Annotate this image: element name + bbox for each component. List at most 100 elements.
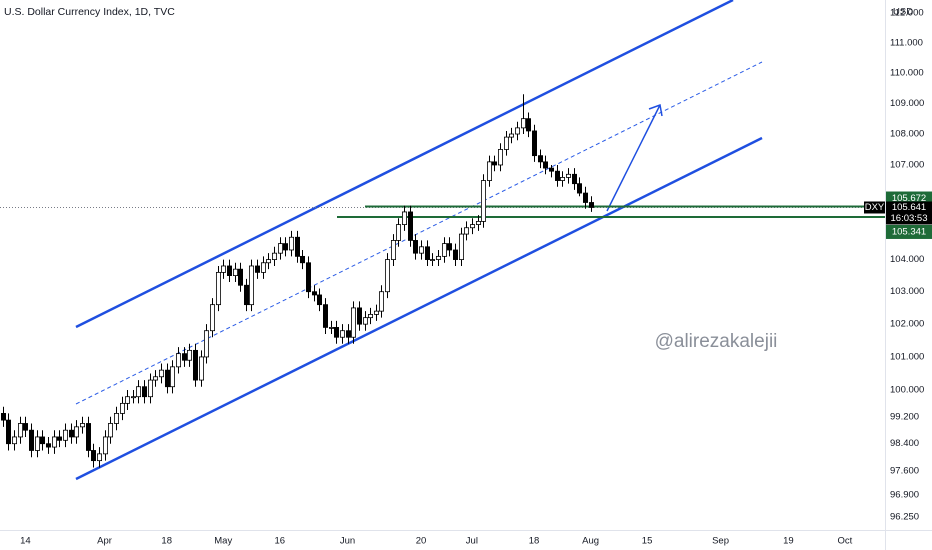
candle-body <box>57 436 63 441</box>
candle-body <box>108 423 114 438</box>
candle-body <box>248 265 254 306</box>
symbol-box <box>864 201 885 214</box>
candle-body <box>521 118 527 129</box>
candle-body <box>475 221 481 225</box>
candle-body <box>378 291 384 312</box>
channel-lower <box>75 136 763 481</box>
candle-body <box>215 271 221 306</box>
candle-body <box>294 236 300 257</box>
candle-body <box>508 133 514 138</box>
candle-body <box>339 330 345 338</box>
drawings <box>75 0 763 481</box>
candle-body <box>86 423 92 451</box>
candle-body <box>418 246 424 254</box>
candle-body <box>288 236 294 251</box>
candle-body <box>254 265 260 273</box>
y-tick-label: 109.000 <box>890 98 924 109</box>
x-tick-label: Apr <box>97 536 112 547</box>
candle-body <box>316 294 322 306</box>
y-tick-label: 112.000 <box>890 8 924 19</box>
candle-body <box>486 161 492 181</box>
candle-body <box>469 224 475 229</box>
candle-body <box>103 436 109 455</box>
candle-body <box>572 173 578 185</box>
price-box <box>886 201 932 225</box>
candle-body <box>226 265 232 277</box>
y-tick-label: 102.000 <box>890 319 924 330</box>
candle-body <box>46 443 52 448</box>
candle-body <box>80 423 86 428</box>
candle-body <box>305 262 311 293</box>
y-tick-label: 101.000 <box>890 351 924 362</box>
candle-body <box>328 327 334 329</box>
candle-body <box>395 224 401 241</box>
candle-body <box>424 246 430 260</box>
candle-body <box>555 170 561 181</box>
candle-body <box>526 118 532 132</box>
y-tick-label: 97.600 <box>890 465 919 476</box>
candle-body <box>232 268 238 277</box>
x-tick-label: 20 <box>416 536 427 547</box>
candle-body <box>390 240 396 260</box>
level-box-label: 105.341 <box>892 226 926 237</box>
level-box <box>886 224 932 239</box>
y-tick-label: 96.250 <box>890 512 919 523</box>
candle-body <box>192 349 198 381</box>
candle-body <box>114 413 120 424</box>
candle-body <box>152 376 158 381</box>
candle-body <box>120 402 126 414</box>
candle-body <box>401 211 407 225</box>
candle-body <box>125 396 131 404</box>
candle-body <box>147 379 153 398</box>
candle-body <box>560 177 566 181</box>
x-tick-label: Jul <box>466 536 478 547</box>
candle-body <box>311 291 317 296</box>
candle-body <box>452 249 458 260</box>
candle-body <box>350 307 356 338</box>
y-tick-label: 108.000 <box>890 129 924 140</box>
candle-body <box>28 429 34 451</box>
y-tick-label: 111.000 <box>890 37 923 48</box>
arrow-head <box>648 103 663 117</box>
x-tick-label: May <box>214 536 232 547</box>
candle-body <box>277 243 283 254</box>
x-tick-label: 14 <box>20 536 31 547</box>
candle-body <box>97 453 103 462</box>
candle-body <box>589 202 595 208</box>
candle-body <box>63 429 69 441</box>
candle-body <box>6 419 11 445</box>
x-tick-label: 16 <box>274 536 285 547</box>
candle-body <box>299 255 305 264</box>
candle-body <box>407 211 413 241</box>
candle-body <box>265 259 271 264</box>
candle-body <box>458 233 464 260</box>
candle-body <box>243 284 249 306</box>
candle-body <box>141 386 147 398</box>
candle-body <box>0 413 6 421</box>
candle-body <box>566 173 572 178</box>
candle-body <box>538 155 544 163</box>
level-box-label: 105.672 <box>892 193 926 204</box>
candle-body <box>181 353 187 361</box>
candle-body <box>373 310 379 315</box>
y-tick-label: 107.000 <box>890 159 924 170</box>
candle-body <box>130 396 136 399</box>
candle-body <box>220 265 226 273</box>
candle-body <box>186 349 192 361</box>
x-tick-label: 19 <box>783 536 794 547</box>
candle-body <box>532 130 538 157</box>
candle-body <box>345 330 351 338</box>
currency-label: USD <box>893 7 913 18</box>
candle-body <box>74 426 80 438</box>
y-tick-label: 100.000 <box>890 385 924 396</box>
candle-body <box>503 136 509 150</box>
channel-middle <box>75 61 763 405</box>
x-tick-label: 18 <box>529 536 540 547</box>
price-label: 105.641 <box>892 202 926 213</box>
y-tick-label: 103.000 <box>890 286 924 297</box>
candle-body <box>322 304 328 328</box>
candle-body <box>435 255 441 260</box>
candle-body <box>362 317 368 325</box>
